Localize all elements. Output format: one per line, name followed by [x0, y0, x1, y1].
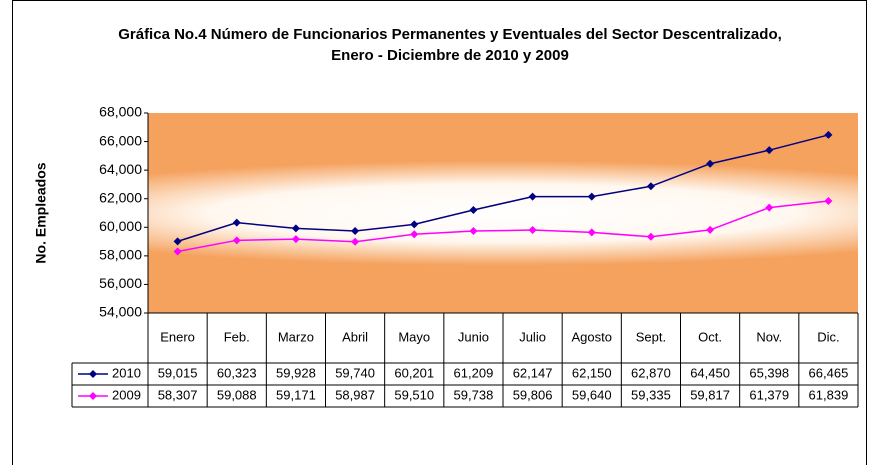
table-cell: 58,987 — [335, 387, 375, 402]
marker — [410, 220, 419, 229]
marker — [646, 182, 655, 191]
table-cell: 62,870 — [631, 365, 671, 380]
marker — [291, 235, 300, 244]
marker — [528, 226, 537, 235]
y-tick-label: 64,000 — [99, 161, 142, 177]
legend-marker — [89, 392, 97, 400]
marker — [173, 247, 182, 256]
y-tick-label: 68,000 — [99, 104, 142, 120]
table-cell: 60,323 — [217, 365, 257, 380]
x-tick-label: Enero — [160, 329, 195, 344]
legend-label: 2010 — [112, 365, 141, 380]
y-tick-label: 62,000 — [99, 189, 142, 205]
table-cell: 59,806 — [513, 387, 553, 402]
y-axis-label: No. Empleados — [33, 162, 49, 263]
x-tick-label: Agosto — [572, 329, 612, 344]
table-cell: 59,015 — [158, 365, 198, 380]
table-cell: 59,510 — [394, 387, 434, 402]
marker — [528, 192, 537, 201]
table-cell: 59,817 — [690, 387, 730, 402]
table-cell: 61,209 — [454, 365, 494, 380]
marker — [587, 192, 596, 201]
marker — [173, 237, 182, 246]
marker — [765, 203, 774, 212]
y-tick-label: 58,000 — [99, 247, 142, 263]
x-tick-label: Oct. — [698, 329, 722, 344]
y-tick-label: 66,000 — [99, 132, 142, 148]
y-tick-label: 60,000 — [99, 218, 142, 234]
table-cell: 59,171 — [276, 387, 316, 402]
table-cell: 59,738 — [454, 387, 494, 402]
marker — [765, 146, 774, 155]
marker — [410, 230, 419, 239]
table-cell: 58,307 — [158, 387, 198, 402]
marker — [824, 197, 833, 206]
plot-area — [148, 113, 858, 313]
table-cell: 59,928 — [276, 365, 316, 380]
table-cell: 60,201 — [394, 365, 434, 380]
marker — [351, 227, 360, 235]
table-cell: 59,088 — [217, 387, 257, 402]
table-cell: 62,147 — [513, 365, 553, 380]
marker — [587, 228, 596, 237]
marker — [469, 227, 478, 236]
y-tick-label: 56,000 — [99, 275, 142, 291]
y-tick-label: 54,000 — [99, 304, 142, 320]
marker — [469, 206, 478, 215]
table-cell: 59,740 — [335, 365, 375, 380]
x-tick-label: Nov. — [756, 329, 782, 344]
marker — [824, 130, 833, 139]
x-tick-label: Junio — [458, 329, 489, 344]
table-cell: 59,335 — [631, 387, 671, 402]
x-tick-label: Marzo — [278, 329, 314, 344]
legend-label: 2009 — [112, 387, 141, 402]
table-cell: 66,465 — [809, 365, 849, 380]
x-tick-label: Sept. — [636, 329, 666, 344]
chart-title: Gráfica No.4 Número de Funcionarios Perm… — [118, 26, 782, 64]
marker — [291, 224, 300, 233]
series-line — [177, 200, 829, 253]
table-cell: 65,398 — [749, 365, 789, 380]
marker — [706, 159, 715, 168]
x-tick-label: Dic. — [817, 329, 839, 344]
marker — [646, 232, 655, 241]
table-cell: 59,640 — [572, 387, 612, 402]
x-tick-label: Feb. — [224, 329, 250, 344]
x-tick-label: Abril — [342, 329, 368, 344]
marker — [706, 225, 715, 234]
table-cell: 61,839 — [809, 387, 849, 402]
series-line — [177, 134, 829, 243]
table-cell: 61,379 — [749, 387, 789, 402]
marker — [232, 236, 241, 245]
x-tick-label: Mayo — [398, 329, 430, 344]
x-tick-label: Julio — [519, 329, 546, 344]
legend-marker — [89, 370, 97, 378]
marker — [351, 237, 360, 246]
table-cell: 64,450 — [690, 365, 730, 380]
table-cell: 62,150 — [572, 365, 612, 380]
marker — [232, 218, 241, 227]
